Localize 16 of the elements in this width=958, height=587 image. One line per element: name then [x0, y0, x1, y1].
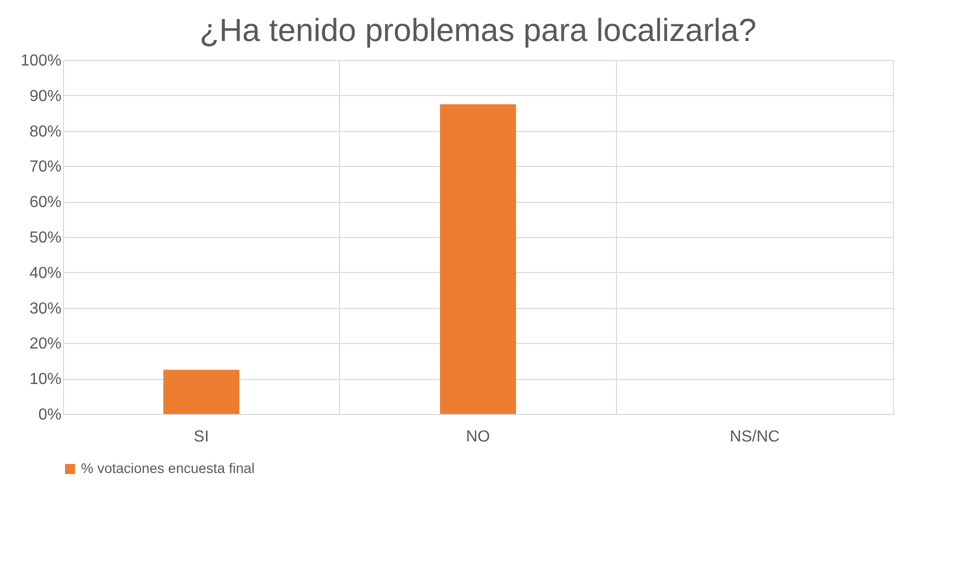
y-tick-label: 100%	[20, 52, 62, 70]
x-tick-label: NO	[466, 428, 490, 446]
y-tick-label: 50%	[29, 230, 62, 246]
x-tick-label: NS/NC	[730, 428, 780, 446]
x-tick-label: SI	[194, 428, 209, 446]
y-tick-label: 10%	[29, 371, 62, 388]
y-tick-label: 40%	[29, 264, 62, 282]
y-tick-label: 60%	[29, 194, 62, 212]
legend-label: % votaciones encuesta final	[81, 460, 255, 476]
y-tick-label: 0%	[38, 406, 62, 424]
y-tick-label: 30%	[29, 300, 62, 318]
chart-title: ¿Ha tenido problemas para localizarla?	[200, 12, 756, 48]
y-tick-label: 70%	[29, 158, 62, 176]
y-tick-label: 90%	[29, 88, 62, 105]
y-tick-label: 20%	[29, 336, 62, 353]
y-tick-label: 80%	[29, 123, 62, 140]
